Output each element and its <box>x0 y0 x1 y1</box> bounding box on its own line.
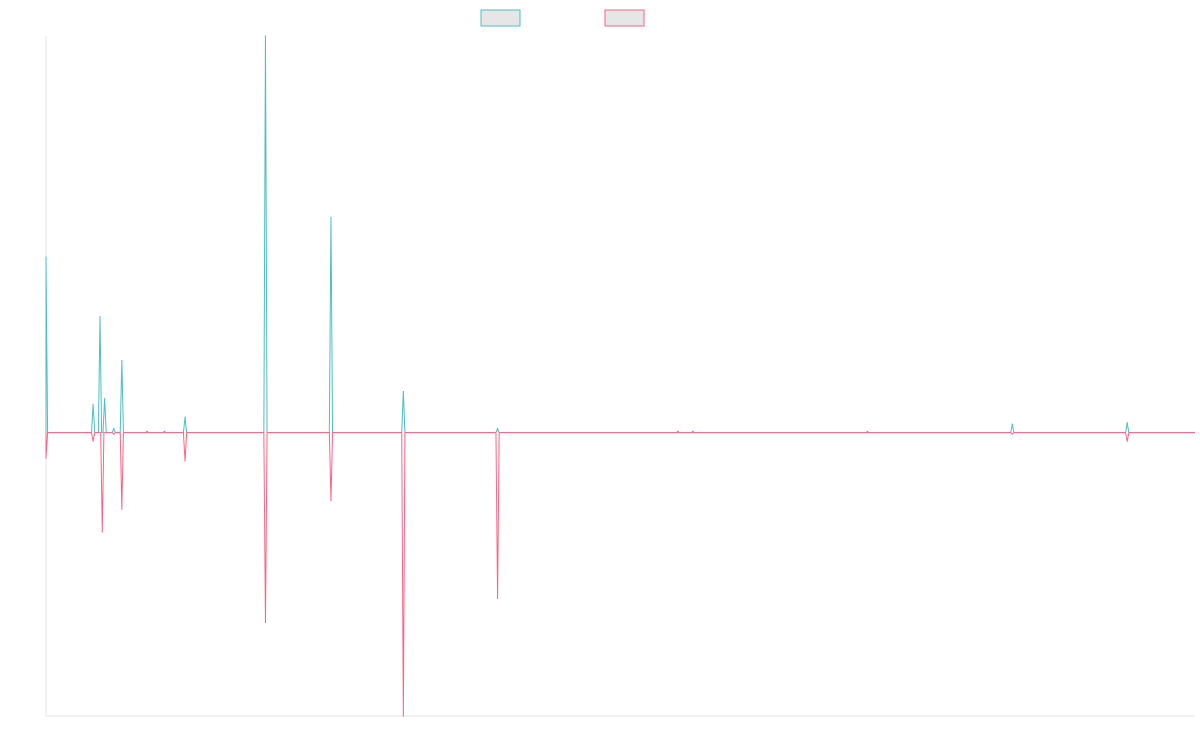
series-1-peak-6 <box>264 621 267 624</box>
series-0-peak-17 <box>1126 422 1128 424</box>
series-0-peak-0 <box>45 256 47 258</box>
series-0-peak-12 <box>496 427 499 430</box>
series-1-peak-10 <box>1011 433 1013 435</box>
series-1-peak-1 <box>92 440 94 442</box>
series-0-peak-6 <box>146 430 148 432</box>
legend-swatch-1[interactable] <box>604 9 645 27</box>
series-1-line <box>45 432 1196 717</box>
series-0-peak-5 <box>121 359 123 362</box>
series-1-peak-2 <box>101 531 103 533</box>
series-0-peak-16 <box>1011 423 1013 425</box>
series-0-peak-15 <box>866 430 869 433</box>
series-1-peak-3 <box>113 433 115 435</box>
series-1-peak-4 <box>121 508 123 510</box>
series-0-peak-10 <box>330 216 332 218</box>
series-0-peak-14 <box>692 430 694 432</box>
series-0-peak-7 <box>163 430 165 432</box>
legend-item-1[interactable] <box>604 9 645 27</box>
series-0-peak-2 <box>99 315 101 318</box>
series-0-peak-3 <box>103 398 106 400</box>
series-1-peak-0 <box>45 457 47 459</box>
legend[interactable] <box>480 9 645 27</box>
series-1-peak-9 <box>496 597 499 600</box>
series-0-line <box>45 35 1196 434</box>
series-1-peak-11 <box>1126 440 1128 442</box>
series-0-peak-13 <box>677 430 679 432</box>
axes <box>45 36 1195 717</box>
plot-area <box>45 35 1196 717</box>
series-1-peak-5 <box>184 460 186 462</box>
series-0-peak-4 <box>113 427 115 430</box>
series-0 <box>45 35 1196 434</box>
series-0-peak-8 <box>184 416 186 418</box>
legend-swatch-0[interactable] <box>480 9 521 27</box>
series-0-peak-1 <box>92 403 94 405</box>
series-1-peak-8 <box>402 715 404 717</box>
series-1-peak-7 <box>330 500 332 502</box>
legend-item-0[interactable] <box>480 9 521 27</box>
series-0-peak-9 <box>264 35 267 37</box>
series-0-peak-11 <box>402 390 404 393</box>
series-1 <box>45 432 1196 717</box>
